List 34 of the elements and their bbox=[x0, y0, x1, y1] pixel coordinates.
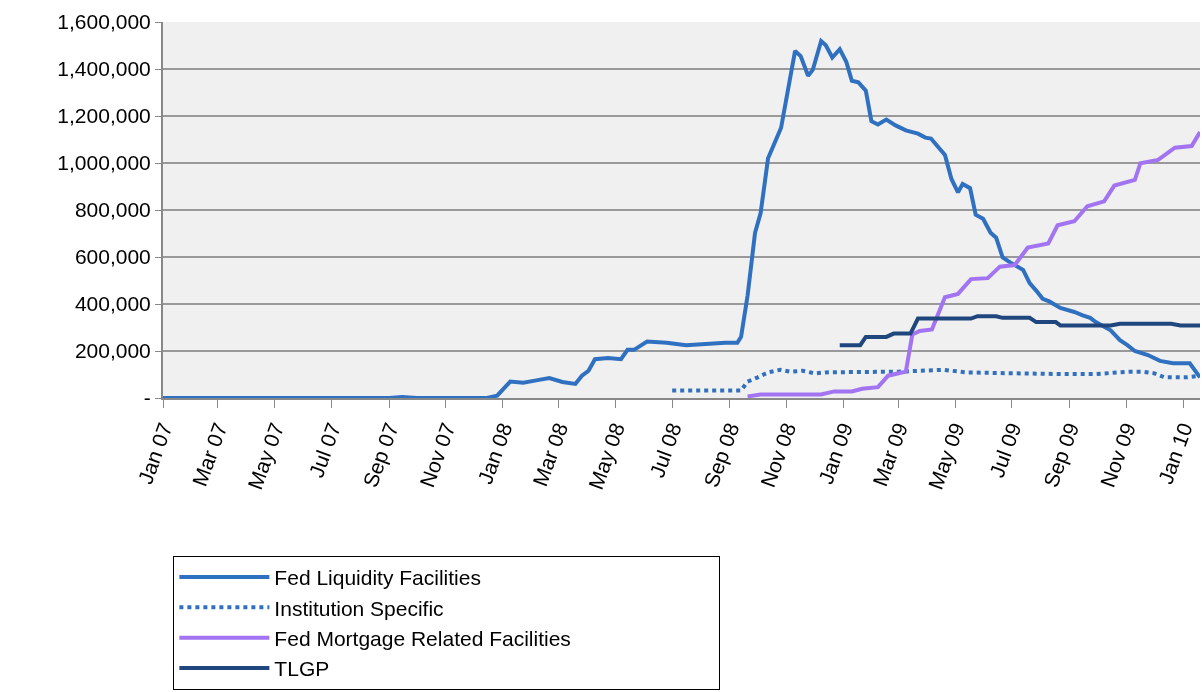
x-tick-label: May 09 bbox=[923, 419, 969, 493]
legend-label: Fed Liquidity Facilities bbox=[274, 566, 481, 590]
y-tick-label: 400,000 bbox=[74, 292, 151, 316]
x-tick-label: Jan 07 bbox=[133, 419, 177, 487]
x-tick-label: Sep 08 bbox=[699, 419, 744, 491]
x-tick-label: May 07 bbox=[243, 419, 289, 493]
legend-label: Institution Specific bbox=[274, 596, 444, 620]
y-tick-label: 1,600,000 bbox=[57, 10, 151, 34]
y-tick-label: - bbox=[143, 386, 151, 410]
x-tick-label: Jan 08 bbox=[473, 419, 517, 487]
x-tick-label: Sep 09 bbox=[1038, 419, 1084, 491]
x-tick-label: Nov 07 bbox=[415, 419, 460, 491]
x-tick-label: Jul 08 bbox=[645, 419, 686, 481]
y-tick-label: 600,000 bbox=[74, 245, 151, 269]
x-tick-label: Mar 09 bbox=[868, 419, 913, 490]
legend-label: TLGP bbox=[274, 657, 330, 681]
y-tick-label: 1,000,000 bbox=[57, 151, 151, 175]
y-tick-label: 1,400,000 bbox=[57, 57, 151, 81]
x-tick-label: Jan 10 bbox=[1153, 419, 1197, 487]
x-tick-label: Nov 09 bbox=[1095, 419, 1141, 491]
line-series bbox=[745, 129, 1200, 398]
legend-label: Fed Mortgage Related Facilities bbox=[274, 626, 571, 650]
y-tick-label: 800,000 bbox=[74, 198, 151, 222]
x-tick-label: Sep 07 bbox=[358, 419, 403, 491]
x-tick-label: Mar 08 bbox=[528, 419, 573, 490]
x-tick-label: May 08 bbox=[583, 419, 630, 493]
x-tick-label: Jan 09 bbox=[813, 419, 858, 487]
x-tick-label: Mar 07 bbox=[187, 419, 232, 490]
x-tick-label: Jul 09 bbox=[984, 419, 1026, 481]
x-tick-label: Nov 08 bbox=[755, 419, 801, 491]
y-tick-label: 200,000 bbox=[74, 339, 151, 363]
line-series bbox=[837, 314, 1200, 348]
x-tick-label: Jul 07 bbox=[304, 419, 346, 481]
y-tick-label: 1,200,000 bbox=[57, 104, 151, 128]
